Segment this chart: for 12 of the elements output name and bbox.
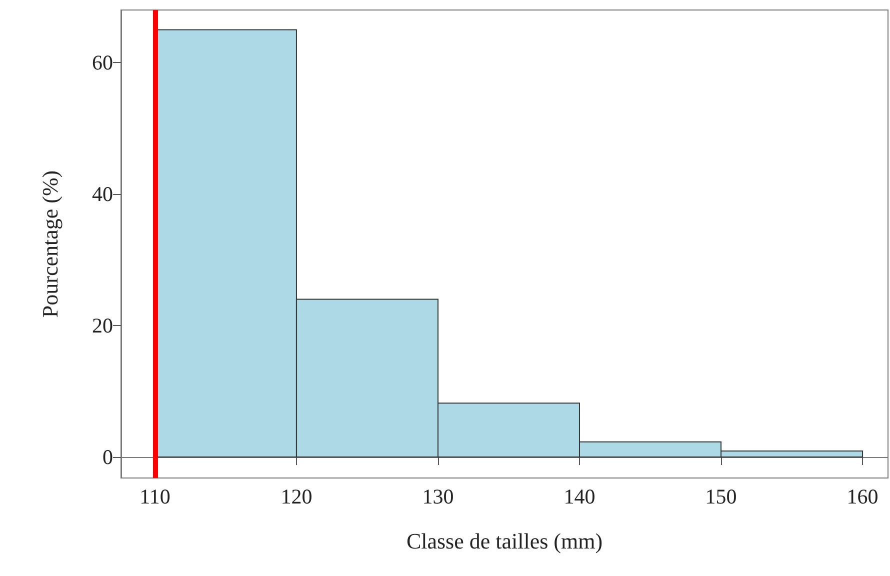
x-tick-label: 120	[280, 484, 312, 508]
x-tick-label: 110	[140, 484, 170, 508]
y-tick-label: 40	[92, 182, 113, 206]
y-tick-label: 0	[102, 444, 113, 469]
x-tick-label: 150	[705, 484, 737, 508]
x-tick-label: 130	[422, 484, 454, 508]
y-tick-label: 60	[92, 50, 113, 75]
y-axis-title: Pourcentage (%)	[38, 170, 62, 318]
x-tick-label: 140	[564, 484, 596, 508]
x-tick-label: 160	[846, 484, 878, 508]
x-axis-title: Classe de tailles (mm)	[406, 528, 603, 554]
y-tick-label: 20	[92, 314, 113, 338]
